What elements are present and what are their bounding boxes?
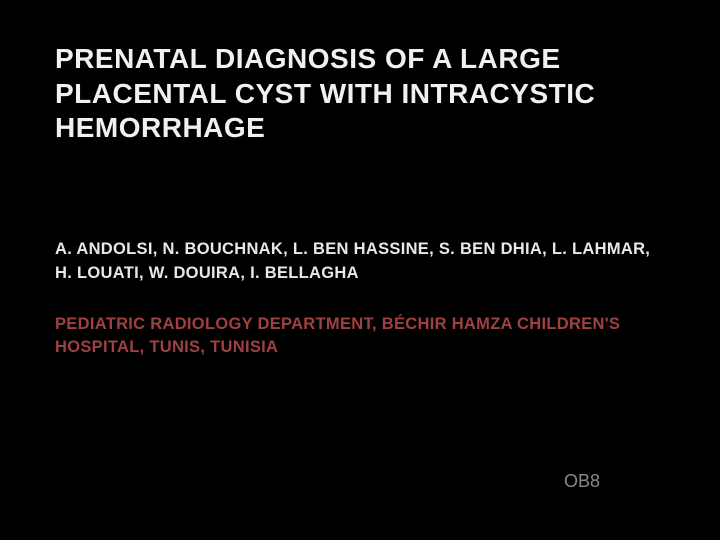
- affiliation-text: PEDIATRIC RADIOLOGY DEPARTMENT, BÉCHIR H…: [55, 313, 670, 360]
- presentation-slide: PRENATAL DIAGNOSIS OF A LARGE PLACENTAL …: [0, 0, 720, 540]
- slide-title: PRENATAL DIAGNOSIS OF A LARGE PLACENTAL …: [55, 42, 670, 146]
- slide-code: OB8: [564, 471, 600, 492]
- authors-list: A. ANDOLSI, N. BOUCHNAK, L. BEN HASSINE,…: [55, 238, 670, 285]
